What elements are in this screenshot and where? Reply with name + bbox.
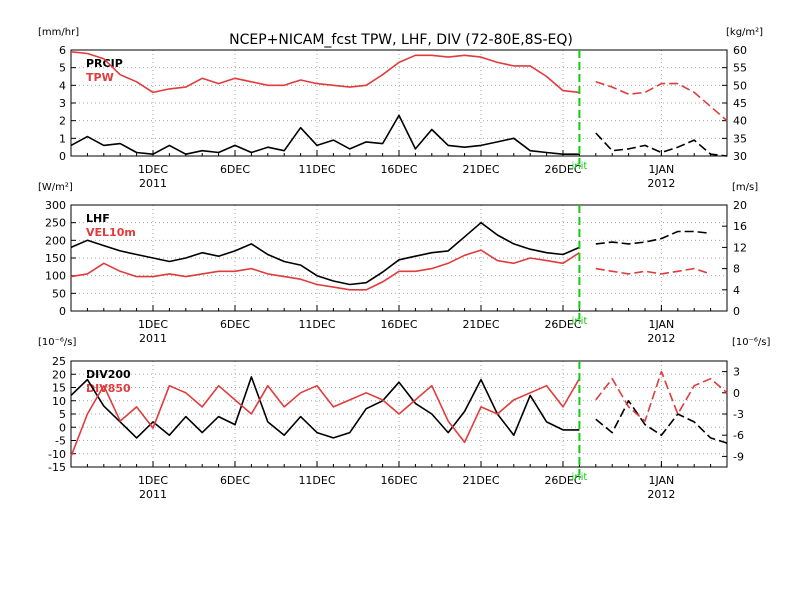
panel3-x-tick-label: 6DEC [220, 474, 250, 487]
panel2-init-label: init [571, 316, 587, 327]
panel2-series-vel10m-forecast-line [595, 267, 711, 275]
panel3-left-tick-label: 0 [59, 421, 66, 434]
panel3-x-tick-label: 11DEC [298, 474, 335, 487]
panel3-right-tick-label: 0 [733, 387, 740, 400]
panel3-x-tick-label: 1JAN [648, 474, 674, 487]
panel1-right-tick-label: 60 [733, 44, 747, 57]
panel3-x-tick-label: 16DEC [380, 474, 417, 487]
panel1-x-tick-year: 2012 [647, 177, 675, 190]
panel3-right-unit: [10⁻⁶/s] [732, 337, 770, 348]
panel1-series-prcip-line [70, 114, 580, 155]
panel1-right-unit: [kg/m²] [726, 27, 763, 38]
panel1-x-tick-year: 2011 [139, 177, 167, 190]
panel2-right-tick-label: 16 [733, 220, 747, 233]
panel3-left-tick-label: -5 [55, 435, 66, 448]
panel2-left-tick-label: 0 [59, 305, 66, 318]
panel1-x-tick-label: 21DEC [462, 163, 499, 176]
panel2-left-tick-label: 250 [45, 217, 66, 230]
panel2-right-unit: [m/s] [732, 182, 758, 193]
panel1-legend-0: PRCIP [86, 57, 123, 70]
panel2-right-tick-label: 20 [733, 199, 747, 212]
panel3-legend-1: DIV850 [86, 382, 131, 395]
panel3-x-tick-label: 1DEC [138, 474, 168, 487]
panel2-x-tick-label: 21DEC [462, 318, 499, 331]
panel2-left-tick-label: 150 [45, 252, 66, 265]
panel3-x-tick-label: 21DEC [462, 474, 499, 487]
panel1-right-tick-label: 30 [733, 150, 747, 163]
chart-title: NCEP+NICAM_fcst TPW, LHF, DIV (72-80E,8S… [229, 32, 573, 48]
panel1-right-tick-label: 50 [733, 79, 747, 92]
panel2-legend-1: VEL10m [86, 226, 136, 239]
panel2-x-tick-label: 16DEC [380, 318, 417, 331]
panel2-left-tick-label: 50 [52, 287, 66, 300]
panel3-x-tick-year: 2012 [647, 488, 675, 501]
panel2-right-tick-label: 0 [733, 305, 740, 318]
panel3-left-tick-label: 10 [52, 395, 66, 408]
panel1-right-tick-label: 35 [733, 132, 747, 145]
panel3-series-div850-line [70, 378, 581, 457]
panel2-left-unit: [W/m²] [38, 182, 73, 193]
panel3-series-div850-forecast-line [595, 370, 728, 422]
panel2-x-tick-year: 2011 [139, 332, 167, 345]
panel3-left-tick-label: -15 [48, 461, 66, 474]
panel1-left-tick-label: 0 [59, 150, 66, 163]
panel1-series-tpw-line [70, 51, 580, 94]
panel3-right-tick-label: -3 [733, 408, 744, 421]
panel3-series-div200-line [70, 376, 580, 439]
panel1-right-tick-label: 40 [733, 115, 747, 128]
panel2-legend-0: LHF [86, 212, 110, 225]
panel3-series-div200-forecast-line [595, 399, 728, 444]
panel2-right-tick-label: 8 [733, 263, 740, 276]
panel3-right-tick-label: 3 [733, 366, 740, 379]
panel1-left-tick-label: 3 [59, 97, 66, 110]
panel3-left-tick-label: -10 [48, 448, 66, 461]
panel1-right-tick-label: 55 [733, 62, 747, 75]
panel3-right-tick-label: -9 [733, 450, 744, 463]
panel1-series-tpw-forecast-line [595, 81, 728, 122]
panel1-x-tick-label: 6DEC [220, 163, 250, 176]
panel2-x-tick-label: 26DEC [544, 318, 581, 331]
panel3-left-tick-label: 20 [52, 368, 66, 381]
panel1-x-tick-label: 11DEC [298, 163, 335, 176]
panel3-legend-0: DIV200 [86, 368, 131, 381]
panel1-legend-1: TPW [86, 71, 114, 84]
panel2-left-tick-label: 100 [45, 270, 66, 283]
panel2-x-tick-label: 6DEC [220, 318, 250, 331]
panel3-right-tick-label: -6 [733, 429, 744, 442]
panel2-series-vel10m-line [70, 249, 580, 291]
panel2-series-lhf-line [70, 221, 580, 286]
panel1-left-unit: [mm/hr] [38, 27, 79, 38]
panel2-right-tick-label: 4 [733, 284, 740, 297]
panel1-x-tick-label: 1JAN [648, 163, 674, 176]
panel1-left-tick-label: 2 [59, 115, 66, 128]
panel3-init-label: init [571, 472, 587, 483]
panel1-init-label: init [571, 161, 587, 172]
panel2-x-tick-year: 2012 [647, 332, 675, 345]
panel1-x-tick-label: 16DEC [380, 163, 417, 176]
panel2-series-lhf-forecast-line [595, 230, 711, 245]
panel3-left-tick-label: 5 [59, 408, 66, 421]
panel1-left-tick-label: 5 [59, 62, 66, 75]
panel3-x-tick-year: 2011 [139, 488, 167, 501]
panel2-left-tick-label: 300 [45, 199, 66, 212]
panel2-x-tick-label: 11DEC [298, 318, 335, 331]
panel1-series-prcip-forecast-line [595, 132, 728, 157]
panel2-right-tick-label: 12 [733, 241, 747, 254]
panel3-left-tick-label: 25 [52, 355, 66, 368]
panel1-left-tick-label: 4 [59, 79, 66, 92]
panel1-left-tick-label: 6 [59, 44, 66, 57]
panel3-left-tick-label: 15 [52, 382, 66, 395]
panel1-x-tick-label: 1DEC [138, 163, 168, 176]
panel1-right-tick-label: 45 [733, 97, 747, 110]
panel1-x-tick-label: 26DEC [544, 163, 581, 176]
panel2-left-tick-label: 200 [45, 234, 66, 247]
panel3-left-unit: [10⁻⁶/s] [38, 337, 76, 348]
panel1-left-tick-label: 1 [59, 132, 66, 145]
panel2-x-tick-label: 1JAN [648, 318, 674, 331]
panel3-x-tick-label: 26DEC [544, 474, 581, 487]
panel2-x-tick-label: 1DEC [138, 318, 168, 331]
